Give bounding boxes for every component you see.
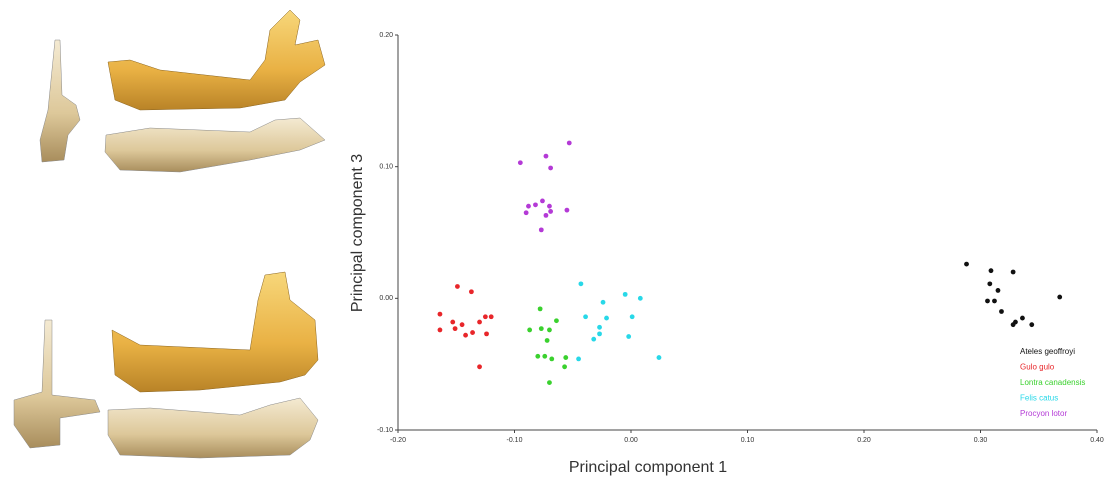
point xyxy=(547,204,552,209)
point xyxy=(470,330,475,335)
point xyxy=(583,314,588,319)
point xyxy=(518,160,523,165)
point xyxy=(463,333,468,338)
point xyxy=(630,314,635,319)
point xyxy=(453,326,458,331)
figure: Principal component 1 Principal componen… xyxy=(0,0,1109,483)
x-tick-label: 0.30 xyxy=(974,437,988,444)
specimen-images xyxy=(14,10,325,458)
x-tick-label: 0.20 xyxy=(857,437,871,444)
point xyxy=(542,354,547,359)
point xyxy=(1029,322,1034,327)
point xyxy=(539,227,544,232)
point xyxy=(623,292,628,297)
x-tick-label: -0.10 xyxy=(507,437,523,444)
point xyxy=(597,325,602,330)
point xyxy=(489,314,494,319)
point xyxy=(484,331,489,336)
point xyxy=(992,299,997,304)
point xyxy=(657,355,662,360)
point xyxy=(526,204,531,209)
mandible-front-view xyxy=(14,320,100,448)
y-tick-label: -0.10 xyxy=(377,427,393,434)
page: {"chart_data": {"type": "scatter", "xlab… xyxy=(0,0,1109,483)
point xyxy=(544,213,549,218)
point xyxy=(438,328,443,333)
point xyxy=(477,364,482,369)
legend-label: Procyon lotor xyxy=(1020,409,1067,418)
mandible-occlusal xyxy=(105,118,325,172)
point xyxy=(601,300,606,305)
point xyxy=(576,357,581,362)
mandible-lateral xyxy=(108,10,325,110)
point xyxy=(1057,295,1062,300)
legend-label: Lontra canadensis xyxy=(1020,378,1085,387)
point xyxy=(483,314,488,319)
point xyxy=(438,312,443,317)
point xyxy=(544,154,549,159)
x-tick-label: 0.10 xyxy=(741,437,755,444)
point xyxy=(996,288,1001,293)
point xyxy=(985,299,990,304)
point xyxy=(450,320,455,325)
point xyxy=(1011,322,1016,327)
point xyxy=(964,262,969,267)
point xyxy=(477,320,482,325)
x-tick-label: -0.20 xyxy=(390,437,406,444)
point xyxy=(987,281,992,286)
point xyxy=(604,316,609,321)
point xyxy=(455,284,460,289)
point xyxy=(626,334,631,339)
point xyxy=(565,208,570,213)
point xyxy=(989,268,994,273)
point xyxy=(548,166,553,171)
point xyxy=(549,357,554,362)
mandible-front-view xyxy=(40,40,80,162)
x-axis-title: Principal component 1 xyxy=(569,459,727,476)
point xyxy=(1020,316,1025,321)
point xyxy=(563,355,568,360)
legend-label: Ateles geoffroyi xyxy=(1020,347,1075,356)
point xyxy=(540,199,545,204)
point xyxy=(562,364,567,369)
point xyxy=(567,141,572,146)
point xyxy=(545,338,550,343)
x-tick-label: 0.40 xyxy=(1090,437,1104,444)
y-tick-label: 0.10 xyxy=(379,164,393,171)
point xyxy=(538,306,543,311)
mandible-occlusal xyxy=(108,398,318,458)
legend-label: Gulo gulo xyxy=(1020,363,1055,372)
point xyxy=(548,209,553,214)
x-tick-label: 0.00 xyxy=(624,437,638,444)
point xyxy=(460,322,465,327)
point xyxy=(524,210,529,215)
point xyxy=(527,328,532,333)
point xyxy=(597,331,602,336)
y-tick-label: 0.20 xyxy=(379,32,393,39)
legend-label: Felis catus xyxy=(1020,394,1058,403)
mandible-lateral xyxy=(112,272,318,392)
point xyxy=(533,202,538,207)
point xyxy=(547,328,552,333)
point xyxy=(469,289,474,294)
point xyxy=(591,337,596,342)
point xyxy=(1011,270,1016,275)
point xyxy=(535,354,540,359)
point xyxy=(539,326,544,331)
point xyxy=(999,309,1004,314)
point xyxy=(638,296,643,301)
point xyxy=(579,281,584,286)
point xyxy=(554,318,559,323)
y-tick-label: 0.00 xyxy=(379,295,393,302)
point xyxy=(547,380,552,385)
y-axis-title: Principal component 3 xyxy=(349,154,366,312)
